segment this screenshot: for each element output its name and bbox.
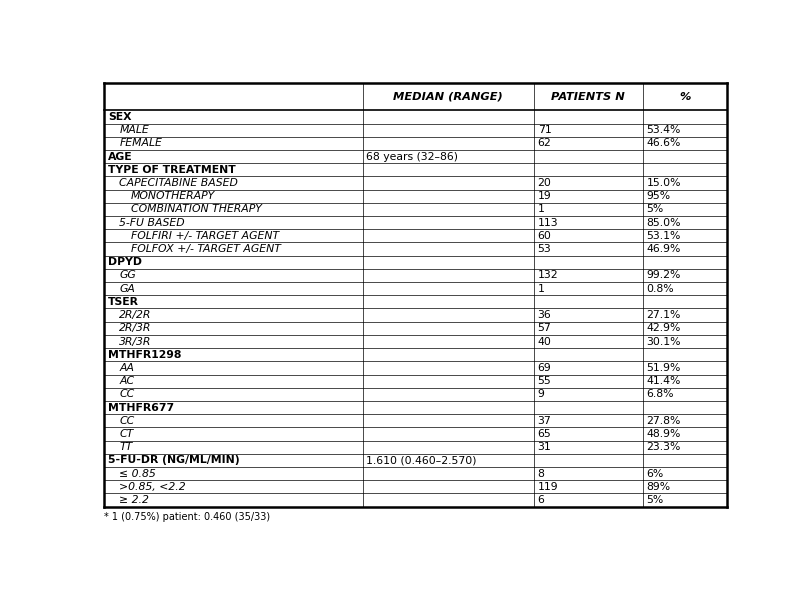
Text: TYPE OF TREATMENT: TYPE OF TREATMENT <box>108 165 235 175</box>
Text: ≥ 2.2: ≥ 2.2 <box>119 495 149 505</box>
Text: CT: CT <box>119 429 133 439</box>
Text: CAPECITABINE BASED: CAPECITABINE BASED <box>119 178 238 188</box>
Text: ≤ 0.85: ≤ 0.85 <box>119 469 156 478</box>
Text: 53.4%: 53.4% <box>646 125 681 135</box>
Text: 15.0%: 15.0% <box>646 178 681 188</box>
Text: SEX: SEX <box>108 112 132 122</box>
Text: 95%: 95% <box>646 191 671 201</box>
Text: 36: 36 <box>538 310 552 320</box>
Text: 51.9%: 51.9% <box>646 363 681 373</box>
Text: DPYD: DPYD <box>108 257 142 267</box>
Text: 1.610 (0.460–2.570): 1.610 (0.460–2.570) <box>366 455 477 465</box>
Text: 6.8%: 6.8% <box>646 389 674 399</box>
Text: 89%: 89% <box>646 482 671 492</box>
Text: 27.8%: 27.8% <box>646 416 681 426</box>
Text: 27.1%: 27.1% <box>646 310 681 320</box>
Text: 99.2%: 99.2% <box>646 271 681 280</box>
Text: 1: 1 <box>538 284 544 294</box>
Text: MALE: MALE <box>119 125 149 135</box>
Text: 46.6%: 46.6% <box>646 139 681 148</box>
Text: GA: GA <box>119 284 135 294</box>
Text: 5-FU BASED: 5-FU BASED <box>119 218 185 228</box>
Text: 55: 55 <box>538 376 552 386</box>
Text: FEMALE: FEMALE <box>119 139 162 148</box>
Text: 20: 20 <box>538 178 552 188</box>
Text: MTHFR1298: MTHFR1298 <box>108 350 181 360</box>
Text: >0.85, <2.2: >0.85, <2.2 <box>119 482 186 492</box>
Text: FOLFIRI +/- TARGET AGENT: FOLFIRI +/- TARGET AGENT <box>130 231 279 241</box>
Text: 113: 113 <box>538 218 558 228</box>
Text: TT: TT <box>119 442 133 452</box>
Text: 85.0%: 85.0% <box>646 218 681 228</box>
Text: 69: 69 <box>538 363 552 373</box>
Text: %: % <box>679 92 691 102</box>
Text: 53.1%: 53.1% <box>646 231 681 241</box>
Text: 48.9%: 48.9% <box>646 429 681 439</box>
Text: 2R/3R: 2R/3R <box>119 323 151 333</box>
Text: 8: 8 <box>538 469 544 478</box>
Text: COMBINATION THERAPY: COMBINATION THERAPY <box>130 205 261 214</box>
Text: MEDIAN (RANGE): MEDIAN (RANGE) <box>393 92 503 102</box>
Text: 71: 71 <box>538 125 552 135</box>
Text: 40: 40 <box>538 337 552 346</box>
Text: 42.9%: 42.9% <box>646 323 681 333</box>
Text: 60: 60 <box>538 231 552 241</box>
Text: 132: 132 <box>538 271 558 280</box>
Text: AC: AC <box>119 376 134 386</box>
Text: 31: 31 <box>538 442 552 452</box>
Text: MONOTHERAPY: MONOTHERAPY <box>130 191 215 201</box>
Text: 19: 19 <box>538 191 552 201</box>
Text: GG: GG <box>119 271 136 280</box>
Text: 65: 65 <box>538 429 552 439</box>
Text: * 1 (0.75%) patient: 0.460 (35/33): * 1 (0.75%) patient: 0.460 (35/33) <box>104 512 270 522</box>
Text: 46.9%: 46.9% <box>646 244 681 254</box>
Text: TSER: TSER <box>108 297 139 307</box>
Text: 37: 37 <box>538 416 552 426</box>
Text: AA: AA <box>119 363 134 373</box>
Text: 5%: 5% <box>646 205 664 214</box>
Text: 1: 1 <box>538 205 544 214</box>
Text: CC: CC <box>119 389 134 399</box>
Text: 119: 119 <box>538 482 558 492</box>
Text: CC: CC <box>119 416 134 426</box>
Text: 6: 6 <box>538 495 544 505</box>
Text: FOLFOX +/- TARGET AGENT: FOLFOX +/- TARGET AGENT <box>130 244 281 254</box>
Text: 0.8%: 0.8% <box>646 284 674 294</box>
Text: 57: 57 <box>538 323 552 333</box>
Text: 9: 9 <box>538 389 544 399</box>
Text: 41.4%: 41.4% <box>646 376 681 386</box>
Text: 5-FU-DR (NG/ML/MIN): 5-FU-DR (NG/ML/MIN) <box>108 455 239 465</box>
Text: 68 years (32–86): 68 years (32–86) <box>366 152 459 162</box>
Text: AGE: AGE <box>108 152 133 162</box>
Text: PATIENTS N: PATIENTS N <box>552 92 625 102</box>
Text: 53: 53 <box>538 244 552 254</box>
Text: 62: 62 <box>538 139 552 148</box>
Text: 30.1%: 30.1% <box>646 337 681 346</box>
Text: 5%: 5% <box>646 495 664 505</box>
Text: MTHFR677: MTHFR677 <box>108 403 174 412</box>
Text: 2R/2R: 2R/2R <box>119 310 151 320</box>
Text: 23.3%: 23.3% <box>646 442 681 452</box>
Text: 6%: 6% <box>646 469 664 478</box>
Text: 3R/3R: 3R/3R <box>119 337 151 346</box>
